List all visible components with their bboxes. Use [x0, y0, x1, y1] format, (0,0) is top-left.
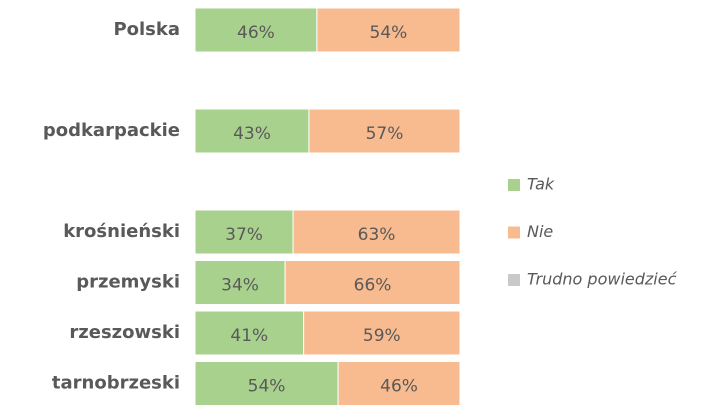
value-label: 41% — [230, 326, 268, 346]
category-label: rzeszowski — [69, 322, 180, 343]
value-label: 54% — [248, 377, 286, 397]
value-label: 57% — [366, 124, 404, 144]
legend-label: Nie — [527, 222, 553, 241]
bar-segment — [303, 310, 461, 356]
bar-segment — [194, 260, 286, 305]
value-label: 66% — [354, 276, 392, 296]
bar-segment — [337, 361, 461, 405]
bar-segment — [292, 209, 461, 255]
bar-segment — [316, 7, 461, 53]
legend-label: Tak — [527, 175, 555, 194]
bar-segment — [194, 310, 305, 356]
category-label: tarnobrzeski — [52, 373, 180, 394]
value-label: 46% — [380, 377, 418, 397]
value-label: 46% — [237, 23, 275, 43]
legend-label: Trudno powiedzieć — [527, 270, 678, 289]
value-label: 37% — [225, 225, 263, 245]
bar-segment — [284, 260, 461, 305]
category-label: podkarpackie — [43, 120, 180, 141]
category-label: przemyski — [76, 272, 180, 293]
legend-swatch — [508, 226, 520, 239]
category-label: krośnieński — [63, 221, 180, 242]
value-label: 54% — [370, 23, 408, 43]
bar-segment — [194, 209, 294, 255]
value-label: 59% — [363, 326, 401, 346]
legend-swatch — [508, 274, 520, 286]
bar-segment — [308, 108, 461, 154]
value-label: 63% — [358, 225, 396, 245]
value-label: 34% — [221, 276, 259, 296]
category-label: Polska — [113, 19, 180, 40]
bar-segment — [194, 108, 310, 154]
value-label: 43% — [233, 124, 271, 144]
legend-swatch — [508, 179, 520, 191]
bar-segment — [194, 7, 318, 53]
